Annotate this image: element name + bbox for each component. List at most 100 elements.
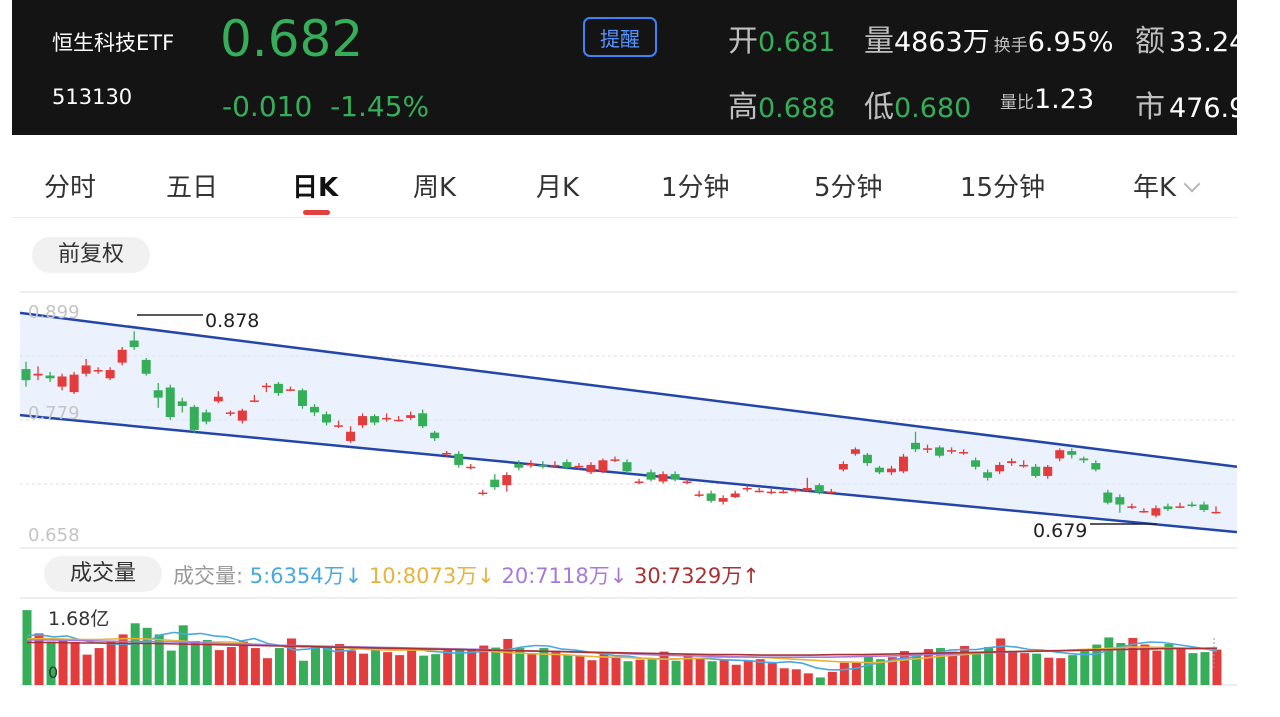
candle <box>430 432 440 439</box>
volume-bar <box>34 633 44 685</box>
volume-bar <box>996 638 1006 685</box>
volume-bar <box>683 654 693 685</box>
volume-bar <box>659 651 669 685</box>
candle <box>983 472 993 478</box>
trend-channel-fill <box>20 312 1237 548</box>
candle <box>406 415 416 418</box>
candle <box>802 487 812 491</box>
volume-bar <box>298 660 308 685</box>
candle <box>538 464 548 467</box>
volume-bar <box>178 625 188 685</box>
volume-bar <box>1212 649 1222 685</box>
volume-bar <box>599 653 609 685</box>
candle <box>634 481 644 483</box>
candle <box>322 414 332 423</box>
candle <box>1211 511 1221 514</box>
candle <box>658 474 668 482</box>
volume-bar <box>936 648 946 685</box>
adjust-button[interactable]: 前复权 <box>32 237 150 273</box>
candle <box>1187 504 1197 507</box>
tab-daily-k[interactable]: 日K <box>292 173 339 203</box>
candle <box>1043 466 1053 476</box>
volume-bar <box>1092 644 1102 685</box>
candle <box>959 452 969 454</box>
candle <box>153 390 163 398</box>
candle <box>586 464 596 473</box>
volume-bar <box>960 646 970 685</box>
candle <box>1199 504 1209 511</box>
remind-button[interactable]: 提醒 <box>583 17 657 57</box>
volume-bar <box>130 623 140 685</box>
vol-ratio-value: 1.23 <box>1034 84 1095 115</box>
candle <box>370 416 380 423</box>
candle <box>923 448 933 450</box>
volume-bar <box>407 649 417 685</box>
candle <box>935 447 945 456</box>
volume-bar <box>972 654 982 685</box>
volume-bar <box>166 650 176 685</box>
volume-bar <box>58 638 68 685</box>
candle <box>778 491 788 494</box>
candle <box>1163 506 1173 510</box>
tab-5-minute[interactable]: 5分钟 <box>814 173 883 203</box>
tab-1-minute[interactable]: 1分钟 <box>661 173 730 203</box>
volume-bars-group <box>22 610 1222 685</box>
volume-indicator-button[interactable]: 成交量 <box>44 556 162 592</box>
trend-channel-lower-line <box>19 413 1238 534</box>
tab-15-minute[interactable]: 15分钟 <box>960 173 1046 203</box>
tab-monthly-k[interactable]: 月K <box>536 173 580 203</box>
volume-bar <box>911 655 921 685</box>
tab-intraday[interactable]: 分时 <box>44 173 97 203</box>
volume-bar <box>1044 657 1054 685</box>
candle <box>1115 497 1125 505</box>
volume-bar <box>1116 643 1126 685</box>
volume-bar <box>719 660 729 685</box>
volume-bar <box>202 639 212 685</box>
candle <box>285 389 295 391</box>
volume-ma-legend: 成交量: 5:6354万↓ 10:8073万↓ 20:7118万↓ 30:732… <box>173 564 760 588</box>
candle <box>69 374 79 393</box>
candle <box>622 462 632 472</box>
candle <box>694 494 704 496</box>
candles-group <box>21 331 1221 518</box>
volume-bar <box>250 648 260 685</box>
open-value: 0.681 <box>758 27 836 58</box>
volume-bar <box>1056 658 1066 685</box>
volume-bar <box>587 660 597 685</box>
volume-bar <box>214 650 224 685</box>
candle <box>898 456 908 472</box>
low-value: 0.680 <box>894 93 972 124</box>
max-price-label: 0.878 <box>205 310 259 332</box>
volume-bar <box>731 664 741 685</box>
candle <box>886 468 896 473</box>
volume-bar <box>575 656 585 685</box>
change-value: -0.010 <box>222 90 313 123</box>
candle <box>995 464 1005 472</box>
volume-bar <box>431 654 441 685</box>
candle <box>742 487 752 490</box>
volume-bar <box>479 645 489 685</box>
price-change: -0.010 -1.45% <box>222 90 429 123</box>
y-tick-label: 0.899 <box>28 302 80 323</box>
candle <box>189 406 199 430</box>
volume-bar <box>1032 653 1042 685</box>
candle <box>249 400 259 402</box>
candle <box>1067 451 1077 455</box>
candle <box>225 412 235 414</box>
candle <box>490 479 500 488</box>
candle <box>574 465 584 468</box>
min-price-label: 0.679 <box>1033 520 1087 542</box>
tab-yearly-k[interactable]: 年K <box>1133 167 1201 204</box>
amount-quote: 额33.24 <box>1135 16 1237 60</box>
tab-five-day[interactable]: 五日 <box>166 173 219 203</box>
volume-bar <box>371 648 381 685</box>
volume-bar <box>359 653 369 685</box>
volume-bar <box>467 648 477 685</box>
volume-bar <box>827 671 837 685</box>
tab-weekly-k[interactable]: 周K <box>413 173 457 203</box>
candle <box>1127 506 1137 508</box>
candle <box>971 460 981 467</box>
volume-bar <box>563 655 573 685</box>
candle <box>850 449 860 454</box>
